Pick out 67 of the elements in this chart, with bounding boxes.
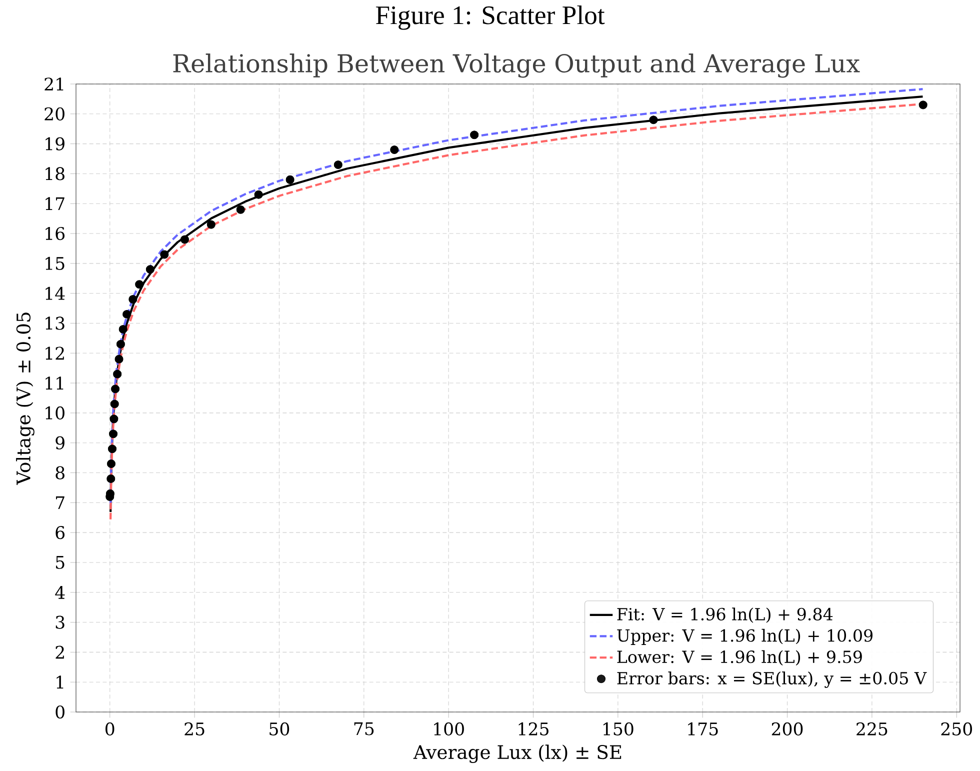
point: [254, 190, 263, 199]
chart-subtitle: Relationship Between Voltage Output and Average Lux: [173, 54, 860, 78]
legend-label: Fit: V = 1.96 ln(L) + 9.84: [617, 608, 833, 623]
point: [114, 354, 124, 364]
x-tick-label: 75: [354, 722, 374, 736]
x-tick-label: 175: [688, 722, 718, 736]
y-tick-label: 9: [56, 436, 64, 450]
y-axis-title: Voltage (V) ± 0.05: [16, 312, 34, 486]
y-tick-label: 8: [56, 466, 64, 480]
x-tick-label: 0: [106, 722, 114, 736]
point: [470, 130, 479, 140]
point: [110, 400, 119, 408]
point: [106, 460, 116, 468]
point: [108, 444, 117, 454]
point: [180, 235, 189, 244]
y-tick-label: 1: [56, 676, 64, 689]
y-tick-label: 10: [46, 406, 64, 420]
x-tick-label: 200: [772, 722, 803, 736]
y-tick-label: 6: [56, 526, 65, 540]
point: [106, 474, 116, 484]
x-tick-label: 250: [941, 722, 972, 736]
x-tick-label: 150: [603, 722, 634, 736]
y-tick-label: 3: [56, 616, 64, 629]
point: [110, 414, 118, 424]
legend-label: Error bars: x = SE(lux), y = ±0.05 V: [617, 672, 927, 688]
y-tick-label: 16: [46, 226, 65, 240]
y-tick-label: 14: [46, 286, 65, 300]
point: [113, 370, 122, 378]
x-tick-label: 125: [518, 722, 548, 736]
point: [118, 324, 128, 334]
point: [918, 100, 928, 110]
y-tick-label: 21: [44, 78, 64, 90]
x-tick-label: 100: [434, 722, 464, 736]
y-tick-label: 11: [46, 376, 64, 390]
x-tick-label: 225: [856, 722, 888, 736]
point: [334, 160, 342, 170]
y-tick-label: 15: [46, 256, 64, 270]
x-tick-label: 25: [184, 722, 204, 736]
legend-label: Upper: V = 1.96 ln(L) + 10.09: [617, 628, 873, 646]
y-tick-label: 7: [56, 496, 64, 509]
point: [160, 250, 169, 259]
y-tick-label: 18: [46, 167, 64, 180]
point: [122, 310, 132, 319]
y-tick-label: 0: [56, 705, 64, 719]
point: [128, 295, 138, 304]
legend-label: Lower: V = 1.96 ln(L) + 9.59: [617, 650, 862, 666]
y-tick-label: 2: [56, 646, 64, 659]
y-tick-label: 19: [46, 137, 64, 150]
x-axis-title: Average Lux (lx) ± SE: [413, 744, 622, 763]
x-tick-label: 50: [270, 722, 290, 736]
y-tick-label: 13: [46, 316, 64, 330]
chart-title: Figure 1: Scatter Plot: [376, 6, 605, 30]
point: [236, 205, 245, 214]
y-tick-label: 20: [44, 107, 64, 120]
point: [108, 430, 118, 438]
y-tick-label: 17: [46, 197, 64, 210]
point: [286, 175, 294, 184]
point: [135, 280, 144, 289]
y-tick-label: 4: [55, 586, 65, 599]
point: [206, 220, 216, 229]
y-tick-label: 12: [46, 346, 64, 360]
point: [146, 265, 154, 274]
point: [116, 340, 125, 348]
y-tick-label: 5: [56, 556, 64, 569]
point: [649, 116, 658, 124]
point: [111, 384, 120, 394]
point: [390, 146, 399, 154]
